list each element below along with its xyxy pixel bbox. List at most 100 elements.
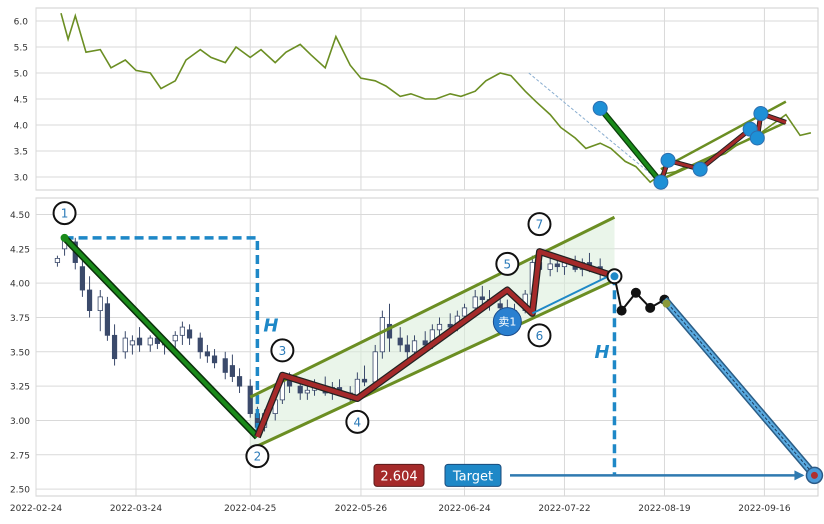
detail-projection-node <box>616 305 627 316</box>
candle-body <box>547 263 553 270</box>
target-price-label: 2.604 <box>380 469 417 484</box>
candle-body <box>236 376 243 387</box>
candle-body <box>186 329 193 339</box>
detail-xtick-label: 2022-03-24 <box>110 504 163 514</box>
detail-xtick-label: 2022-04-25 <box>224 504 276 514</box>
sell-marker <box>492 307 522 337</box>
detail-h-label: H <box>263 315 278 336</box>
target-price-box <box>373 463 425 487</box>
sell-marker-label: 卖1 <box>498 316 516 329</box>
detail-xtick-label: 2022-05-26 <box>335 504 388 514</box>
overview-ytick-label: 4.5 <box>14 96 28 106</box>
detail-break-arrow <box>531 275 609 315</box>
detail-target-point-core <box>810 471 818 479</box>
detail-ytick-label: 2.50 <box>10 486 30 496</box>
candle-body <box>229 365 235 377</box>
wave-label-5: 5 <box>504 257 512 271</box>
wave-label-circle <box>527 212 552 237</box>
wave-label-circle <box>270 338 295 363</box>
candle-body <box>54 258 61 263</box>
wave-label-4: 4 <box>354 415 362 429</box>
detail-ytick-label: 3.00 <box>10 417 30 427</box>
detail-trend-start <box>60 233 69 242</box>
candle-body <box>404 344 410 353</box>
detail-channel-line <box>249 215 616 399</box>
candle-body <box>436 323 443 331</box>
candle-body <box>247 385 253 415</box>
candle-body <box>86 289 93 312</box>
candle-body <box>472 296 478 309</box>
overview-projection-arrow <box>528 72 662 183</box>
overview-pivot-point <box>653 174 669 190</box>
wave-label-circle <box>527 323 552 348</box>
detail-zigzag-line <box>255 249 616 438</box>
overview-ytick-label: 5.0 <box>14 70 29 80</box>
wave-label-6: 6 <box>536 329 544 343</box>
candle-body <box>129 340 136 346</box>
overview-ytick-label: 5.5 <box>14 44 28 54</box>
candle-body <box>304 389 310 394</box>
detail-ytick-label: 4.00 <box>10 280 30 290</box>
overview-ytick-label: 3.0 <box>14 174 29 184</box>
wave-label-2: 2 <box>254 450 262 464</box>
detail-end-pivot-core <box>610 272 619 281</box>
candle-body <box>386 323 393 339</box>
detail-xtick-label: 2022-02-24 <box>10 504 63 514</box>
detail-ytick-label: 4.25 <box>10 245 30 255</box>
candle-body <box>422 340 428 346</box>
candle-body <box>361 378 368 383</box>
candle-body <box>497 303 503 309</box>
candle-body <box>297 385 303 394</box>
candle-body <box>411 340 418 353</box>
candle-body <box>461 307 468 317</box>
wave-label-circle <box>245 444 270 469</box>
wave-label-3: 3 <box>279 344 287 358</box>
detail-xtick-label: 2022-07-22 <box>538 504 590 514</box>
detail-target-path-start <box>662 299 671 308</box>
overview-trend-line <box>598 107 663 184</box>
overview-ytick-label: 3.5 <box>14 148 28 158</box>
candle-body <box>147 337 153 346</box>
candle-body <box>554 263 560 268</box>
candle-body <box>104 303 111 336</box>
wave-label-7: 7 <box>536 218 544 232</box>
detail-ytick-label: 3.25 <box>10 383 30 393</box>
detail-xtick-label: 2022-08-19 <box>638 504 691 514</box>
wave-label-circle <box>495 251 520 276</box>
candle-body <box>111 334 118 360</box>
wave-label-circle <box>345 409 370 434</box>
overview-pivot-point <box>692 161 708 177</box>
candle-body <box>397 337 403 346</box>
detail-trend-line <box>63 236 259 439</box>
candle-body <box>97 296 103 312</box>
detail-ytick-label: 2.75 <box>10 451 30 461</box>
detail-target-arrowhead <box>794 470 805 481</box>
detail-xtick-label: 2022-06-24 <box>438 504 491 514</box>
detail-ytick-label: 3.50 <box>10 348 30 358</box>
overview-pivot-point <box>660 152 676 168</box>
candle-body <box>172 334 178 342</box>
detail-panel: 2.50 2.75 3.00 3.25 3.50 3.75 4.00 4.25 4.50 2022… <box>10 197 824 514</box>
detail-h-label: H <box>594 342 609 363</box>
candle-body <box>197 337 203 353</box>
detail-xtick-label: 2022-09-16 <box>738 504 791 514</box>
candle-body <box>211 355 218 364</box>
overview-ytick-label: 6.0 <box>14 18 29 28</box>
candle-body <box>122 337 128 353</box>
overview-panel: 3.0 3.5 4.0 4.5 5.0 5.5 6.0 <box>14 7 819 191</box>
wave-label-circle <box>52 201 77 226</box>
detail-ytick-label: 4.50 <box>10 211 30 221</box>
wave-label-1: 1 <box>61 207 69 221</box>
overview-pivot-point <box>592 100 608 116</box>
detail-projection-node <box>645 302 656 313</box>
detail-ytick-label: 3.75 <box>10 314 30 324</box>
detail-h-guide <box>64 236 260 437</box>
candle-body <box>79 266 86 291</box>
candle-body <box>372 351 378 383</box>
target-label-text: Target <box>452 469 493 484</box>
detail-projection-node <box>630 287 641 298</box>
candle-body <box>136 337 143 346</box>
overview-ytick-label: 4.0 <box>14 122 29 132</box>
